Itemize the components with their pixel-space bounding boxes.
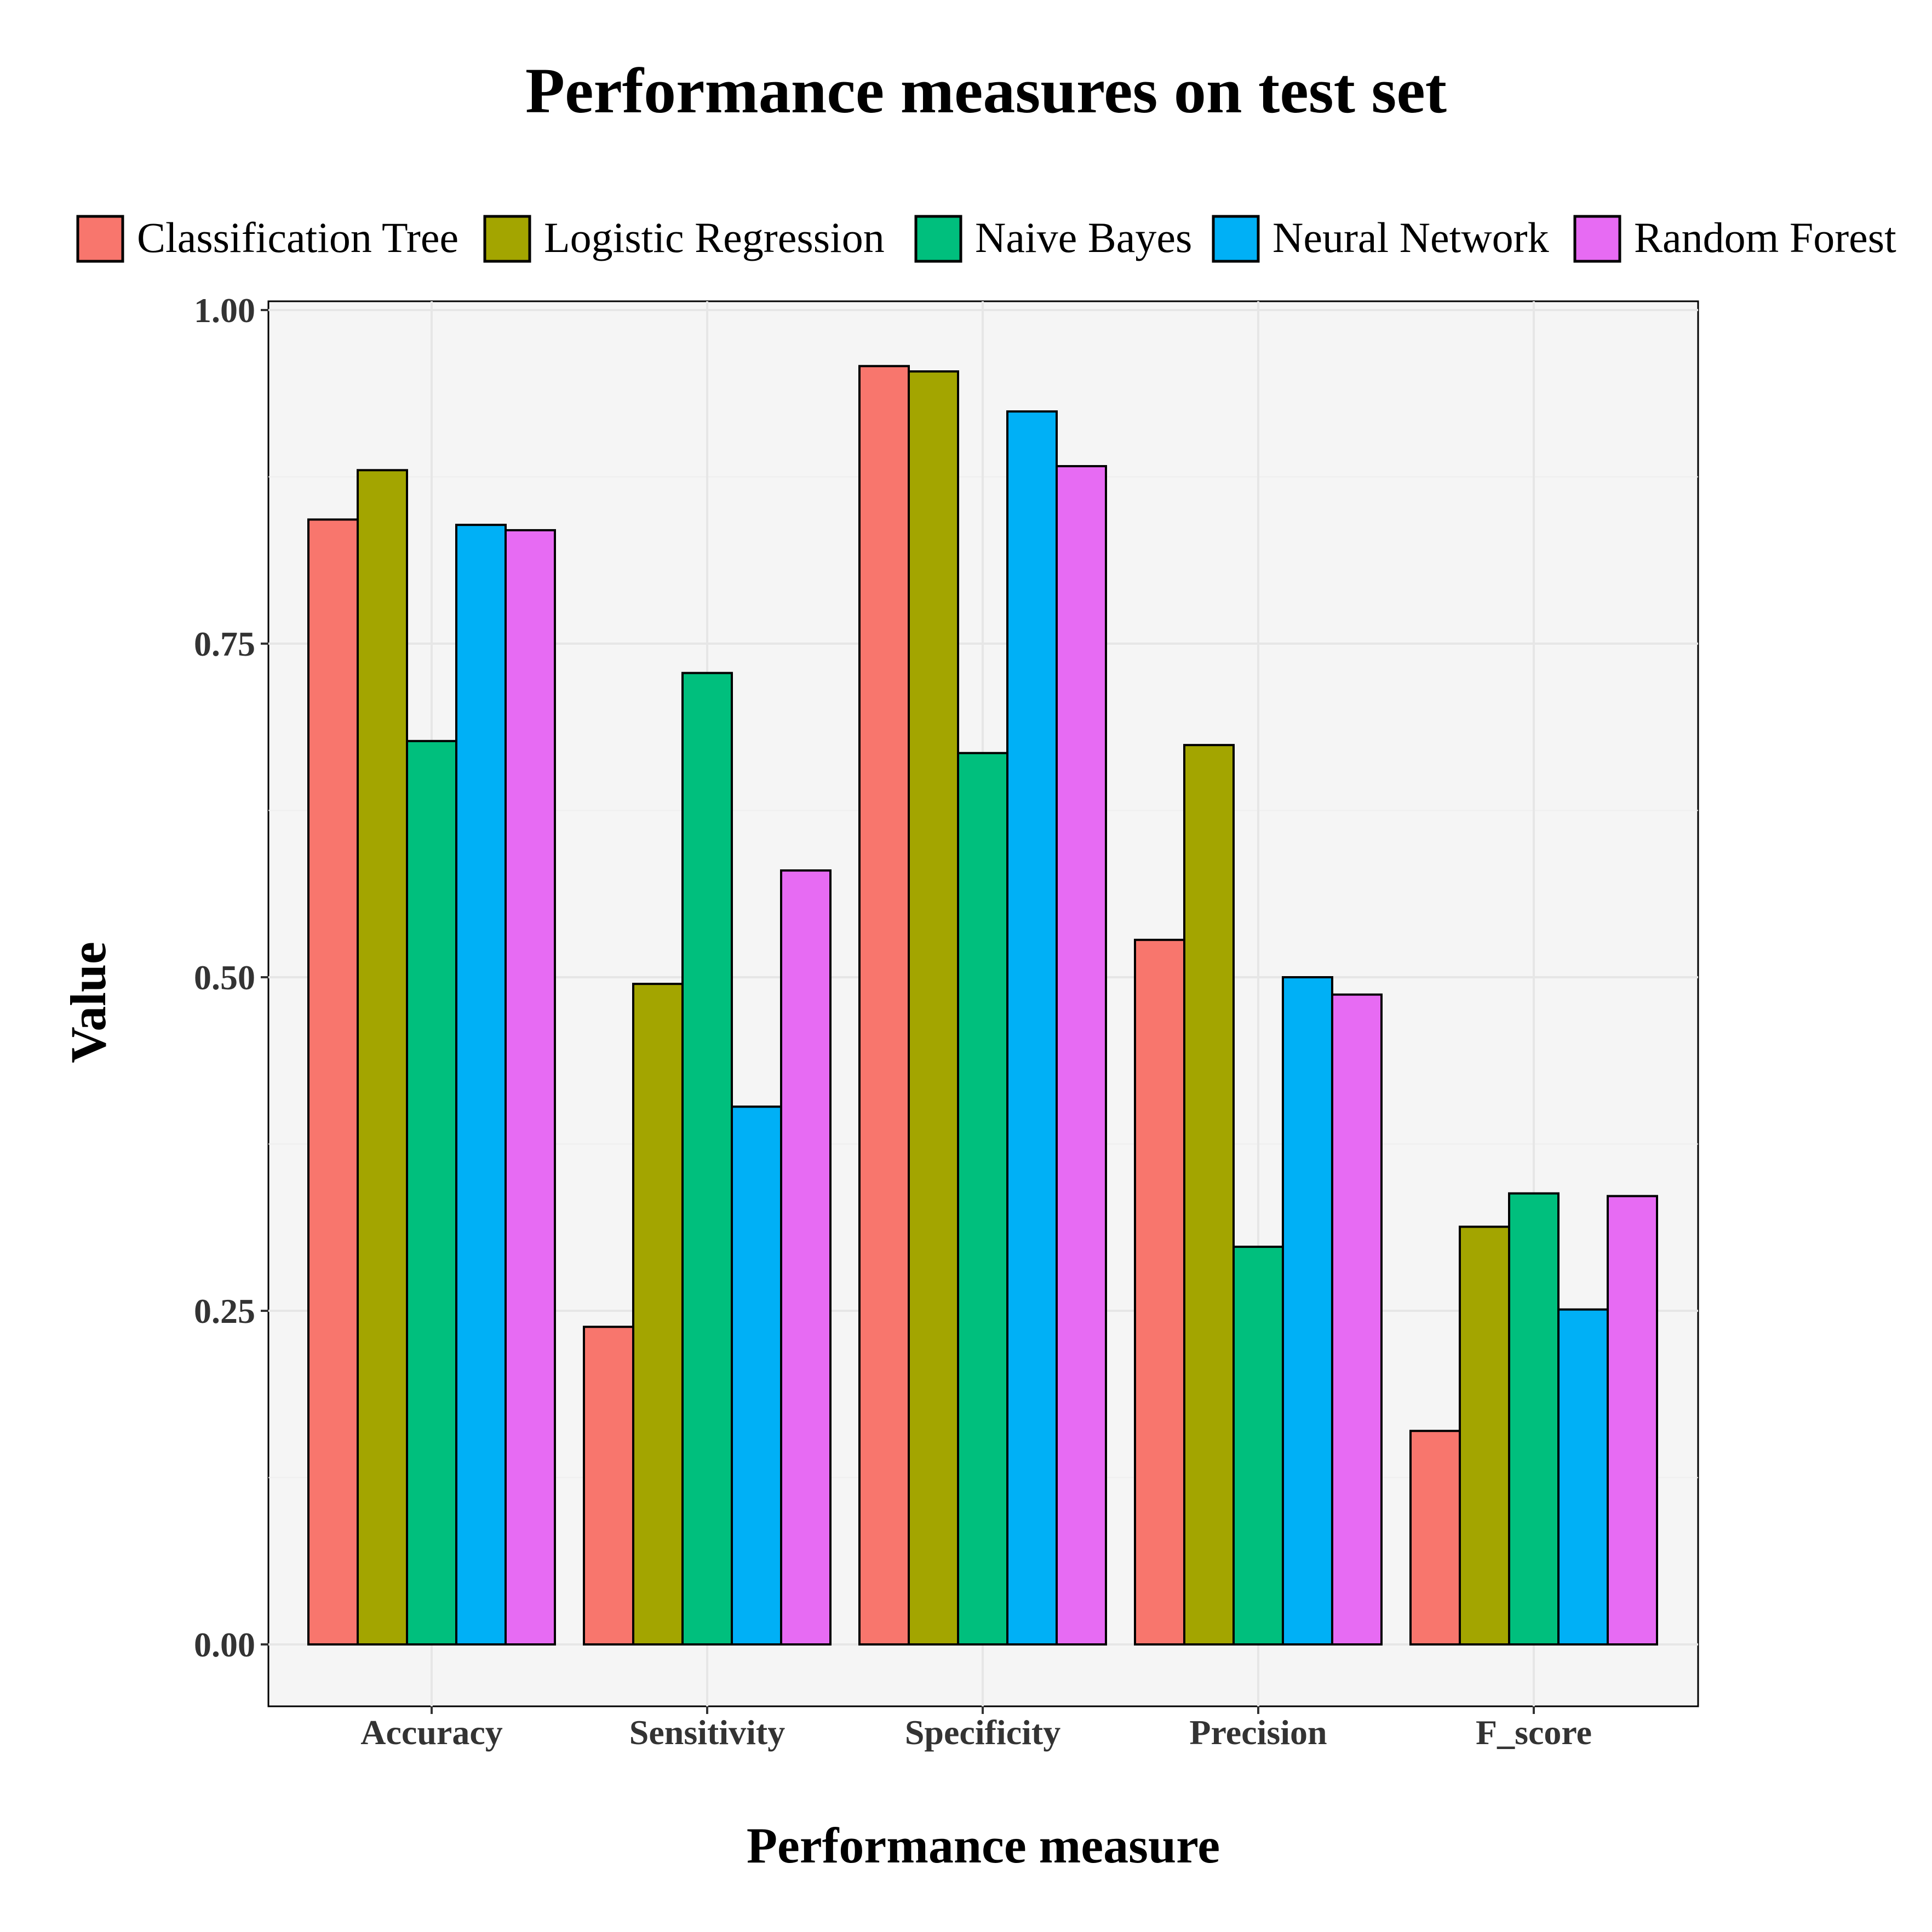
x-axis-title: Performance measure — [747, 1818, 1220, 1873]
chart-title: Performance measures on test set — [525, 55, 1447, 127]
x-tick-label: Accuracy — [360, 1713, 502, 1752]
legend: Classification Tree Logistic Regression Na… — [76, 214, 1896, 263]
bar — [1134, 938, 1185, 1646]
x-tick-label: Specificity — [905, 1713, 1060, 1752]
bar — [505, 529, 556, 1646]
y-tick-label: 0.75 — [194, 624, 255, 663]
bar — [455, 524, 507, 1646]
bar — [357, 469, 408, 1646]
bar — [1557, 1308, 1609, 1646]
bar — [858, 365, 910, 1646]
legend-label: Naive Bayes — [975, 214, 1192, 261]
legend-key — [914, 215, 962, 263]
bar — [632, 983, 684, 1646]
x-axis: Accuracy Sensitivity Specificity Precision F… — [360, 1706, 1592, 1752]
legend-key — [1212, 215, 1260, 263]
bar — [1508, 1192, 1560, 1646]
legend-label: Logistic Regression — [544, 214, 885, 261]
bar — [307, 518, 359, 1646]
bar — [1409, 1430, 1461, 1646]
legend-key — [1573, 215, 1621, 263]
bar — [406, 739, 457, 1646]
y-axis: 0.00 0.25 0.50 0.75 1.00 — [194, 291, 268, 1664]
bar — [780, 869, 832, 1646]
y-tick-label: 1.00 — [194, 291, 255, 330]
bar — [583, 1326, 634, 1646]
bar — [1331, 993, 1383, 1646]
bar — [681, 672, 733, 1646]
y-tick-label: 0.00 — [194, 1625, 255, 1664]
legend-key — [76, 215, 124, 263]
legend-key — [483, 215, 531, 263]
bar — [1183, 744, 1235, 1646]
legend-label: Classification Tree — [137, 214, 458, 261]
legend-label: Neural Network — [1272, 214, 1549, 261]
x-tick-label: Precision — [1189, 1713, 1327, 1752]
bar — [731, 1105, 782, 1646]
bars — [307, 365, 1658, 1646]
y-tick-label: 0.50 — [194, 958, 255, 997]
bar — [957, 752, 1008, 1646]
bar — [1056, 465, 1107, 1646]
bar — [908, 370, 959, 1646]
legend-label: Random Forest — [1634, 214, 1896, 261]
x-tick-label: Sensitivity — [629, 1713, 785, 1752]
bar — [1459, 1225, 1510, 1646]
y-tick-label: 0.25 — [194, 1292, 255, 1331]
bar — [1282, 976, 1333, 1646]
bar — [1607, 1195, 1658, 1646]
x-tick-label: F_score — [1476, 1713, 1592, 1752]
bar — [1232, 1246, 1284, 1646]
y-axis-title: Value — [60, 942, 116, 1063]
bar — [1006, 410, 1058, 1646]
